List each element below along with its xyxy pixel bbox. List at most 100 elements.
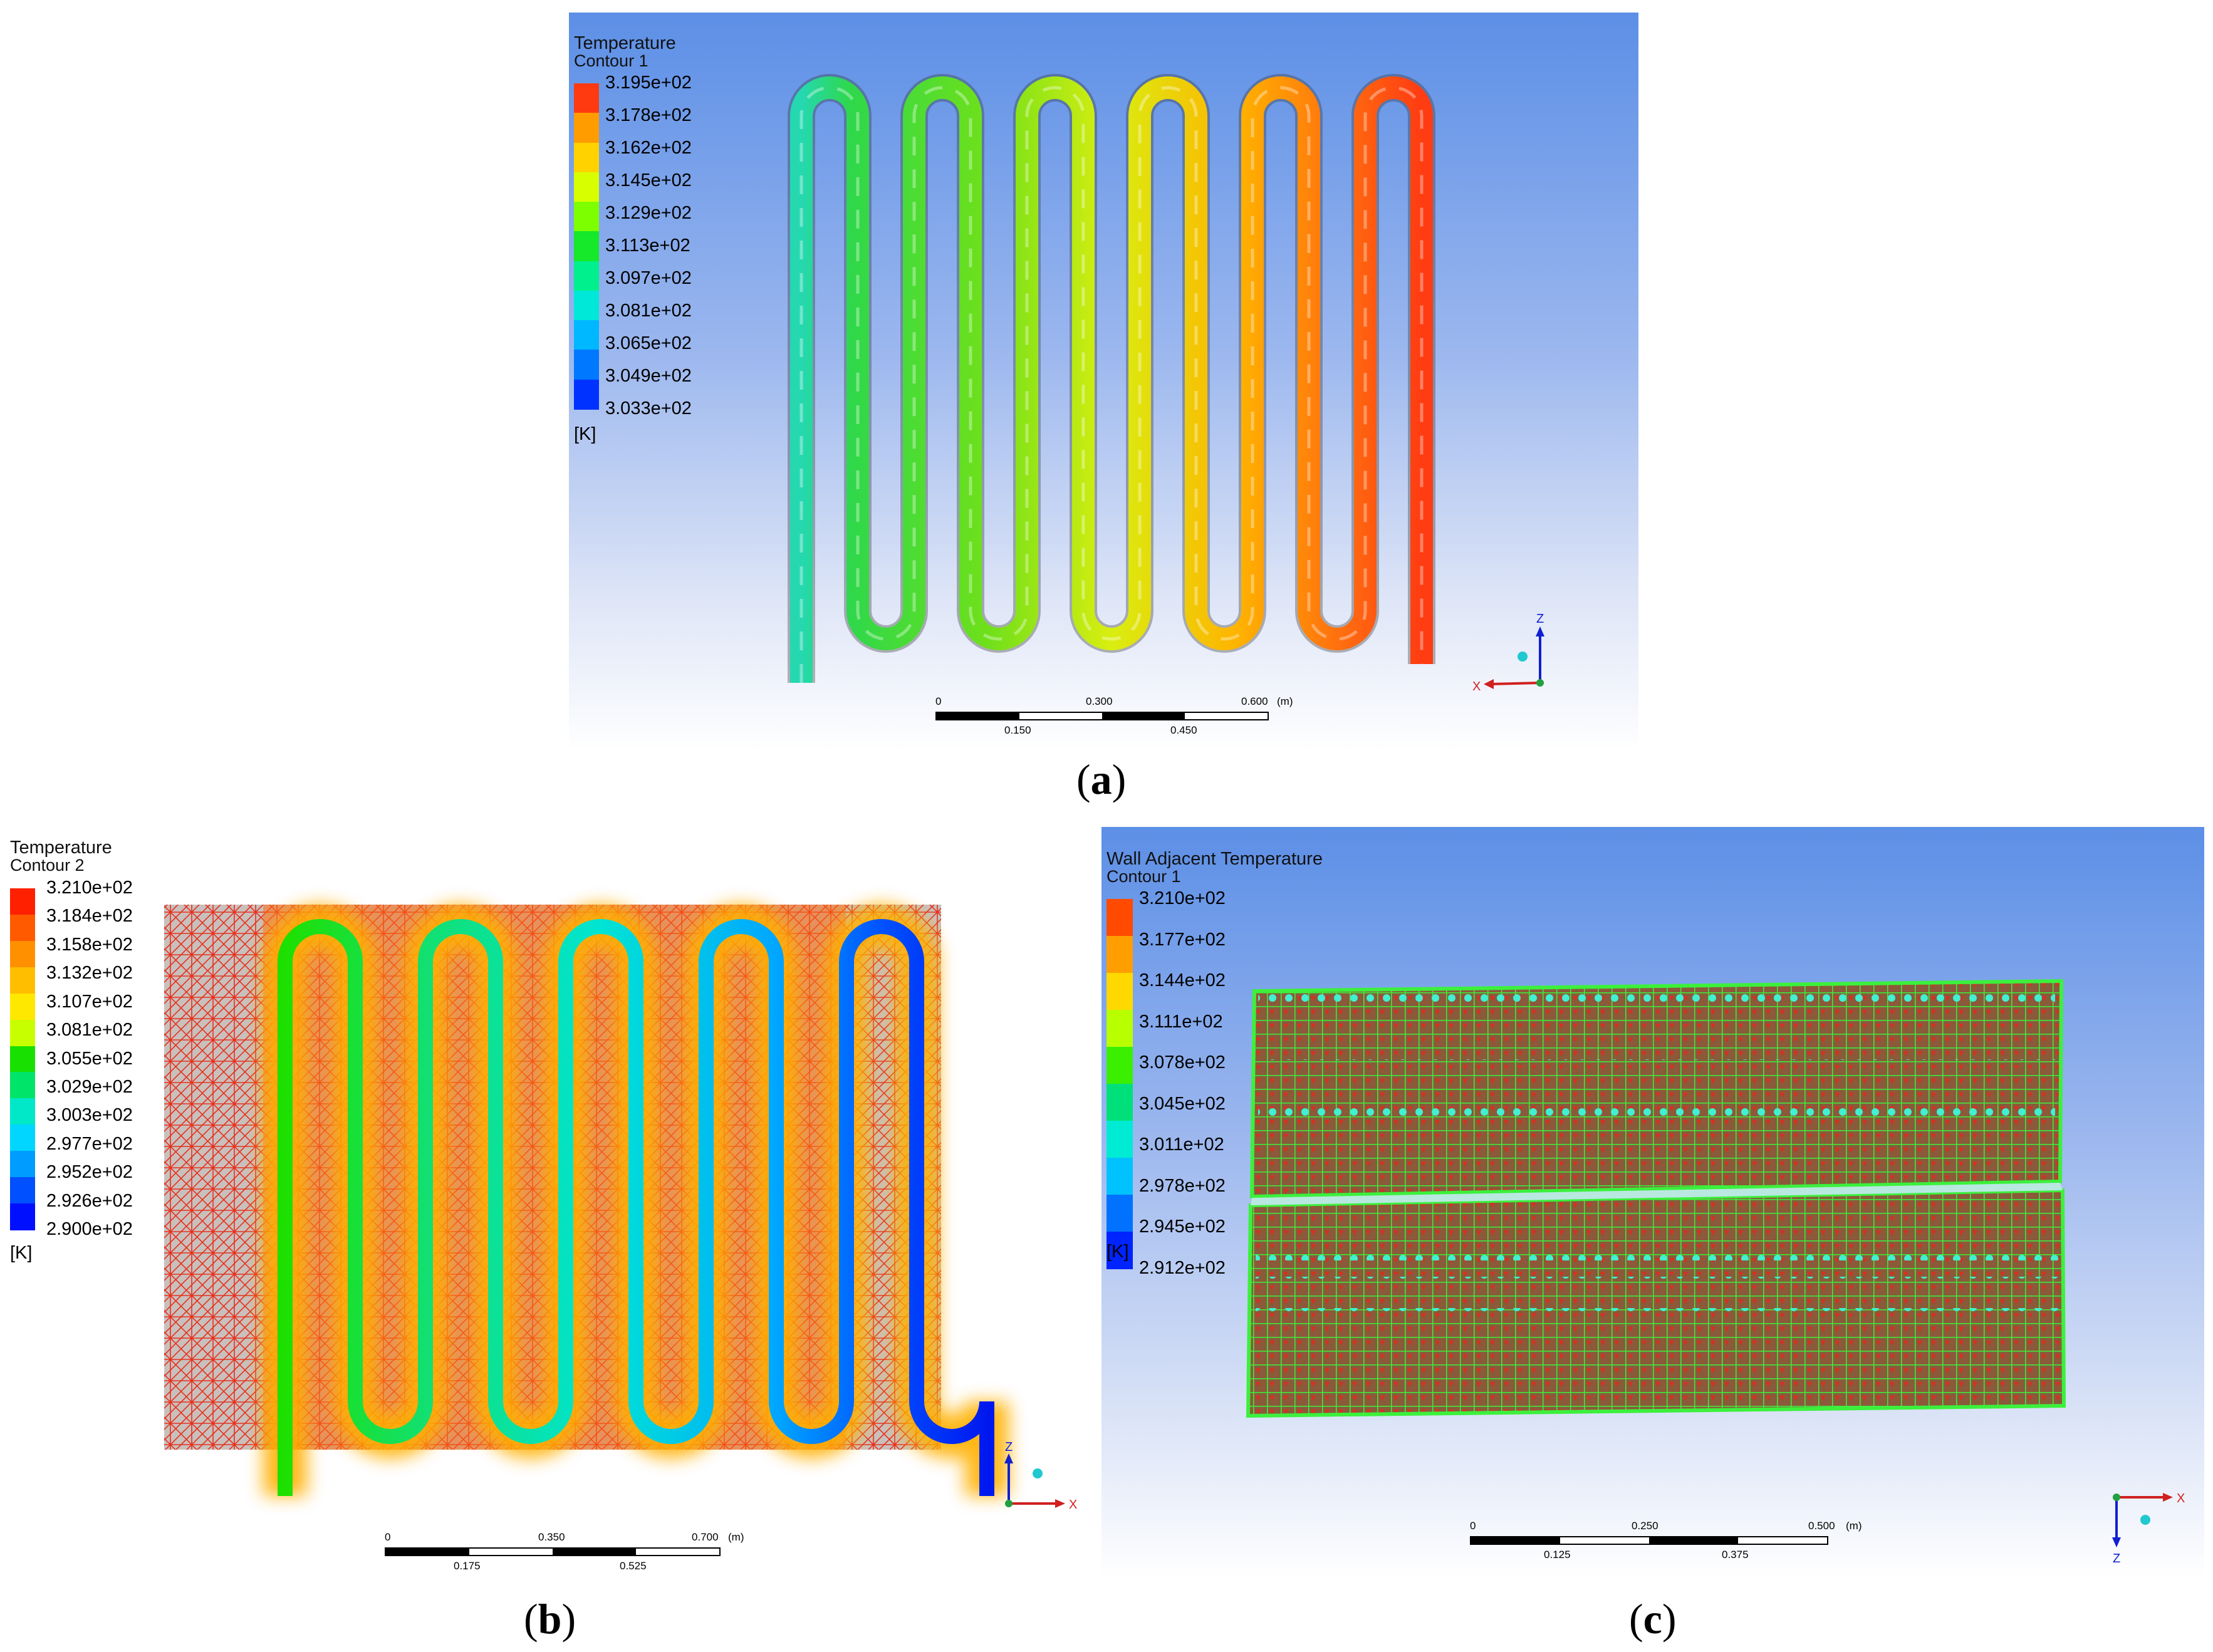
panel-a-serpentine-pipe [788, 74, 1435, 683]
panel-a-legend-subtitle: Contour 1 [574, 51, 648, 70]
colorbar-tick-label: 3.033e+02 [605, 398, 692, 418]
colorbar-segment [10, 940, 35, 968]
colorbar-segment [10, 1098, 35, 1126]
colorbar-segment [574, 290, 599, 321]
colorbar-segment [10, 914, 35, 942]
colorbar-segment [574, 320, 599, 351]
panel-a-scale-tick: 0.150 [1004, 724, 1031, 736]
panel-b-legend-title: Temperature [10, 838, 112, 858]
panel-c-wall-mesh [1246, 979, 2066, 1418]
colorbar-tick-label: 3.065e+02 [605, 333, 692, 353]
panel-a-scale-tick: 0.450 [1170, 724, 1197, 736]
panel-b-scale-unit: (m) [728, 1531, 744, 1543]
colorbar-tick-label: 3.158e+02 [46, 934, 133, 955]
colorbar-tick-label: 3.107e+02 [46, 991, 133, 1012]
colorbar-segment [1106, 1084, 1133, 1121]
panel-a-scale-bar-graphic [935, 712, 1269, 720]
colorbar-tick-label: 2.952e+02 [46, 1162, 133, 1183]
colorbar-segment [10, 888, 35, 915]
colorbar-segment [10, 1151, 35, 1178]
colorbar-segment [10, 967, 35, 994]
colorbar-tick-label: 3.055e+02 [46, 1048, 133, 1069]
colorbar-segment [10, 1072, 35, 1099]
colorbar-segment [574, 83, 599, 114]
panel-b-caption: (b) [524, 1595, 576, 1643]
panel-b-legend-subtitle: Contour 2 [10, 856, 85, 875]
panel-a: Temperature Contour 1 3.195e+02 3.178e+02… [569, 13, 1638, 752]
panel-c-scale-bar-graphic [1470, 1536, 1828, 1545]
panel-c-legend-subtitle: Contour 1 [1106, 867, 1181, 886]
colorbar-tick-label: 3.144e+02 [1139, 970, 1226, 991]
panel-c-scale-tick: 0 [1470, 1520, 1476, 1532]
panel-b-colorbar [10, 888, 35, 1230]
panel-c: Wall Adjacent Temperature Contour 1 3.21… [1101, 827, 2204, 1579]
colorbar-segment [1106, 1121, 1133, 1158]
colorbar-tick-label: 3.003e+02 [46, 1105, 133, 1126]
panel-c-legend-title: Wall Adjacent Temperature [1106, 849, 1323, 869]
panel-a-colorbar [574, 83, 599, 410]
colorbar-tick-label: 3.162e+02 [605, 138, 692, 158]
panel-c-legend: Wall Adjacent Temperature Contour 1 [1106, 849, 1323, 885]
colorbar-segment [574, 113, 599, 143]
colorbar-segment [1106, 899, 1133, 937]
colorbar-tick-label: 2.945e+02 [1139, 1217, 1226, 1237]
panel-a-unit: [K] [574, 424, 596, 444]
panel-c-colorbar [1106, 899, 1133, 1269]
colorbar-tick-label: 2.978e+02 [1139, 1175, 1226, 1196]
panel-c-scale-bar: 0 0.250 0.500 (m) 0.125 0.375 [1470, 1520, 1871, 1570]
panel-c-caption: (c) [1629, 1595, 1677, 1643]
panel-a-caption: (a) [1076, 756, 1127, 803]
panel-a-scale-tick: 0.300 [1086, 695, 1113, 707]
colorbar-tick-label: 3.184e+02 [46, 906, 133, 927]
colorbar-tick-label: 3.177e+02 [1139, 929, 1226, 950]
panel-c-unit: [K] [1106, 1242, 1129, 1262]
panel-c-axis-triad-icon: Z X [2112, 1492, 2185, 1566]
colorbar-segment [574, 379, 599, 410]
colorbar-segment [1106, 1232, 1133, 1269]
colorbar-tick-label: 3.210e+02 [1139, 888, 1226, 908]
colorbar-tick-label: 3.097e+02 [605, 268, 692, 288]
colorbar-segment [1106, 1010, 1133, 1047]
panel-b-axis-z-label: Z [1005, 1441, 1013, 1454]
panel-a-axis-z-label: Z [1536, 614, 1544, 626]
colorbar-segment [574, 350, 599, 380]
panel-c-scale-unit: (m) [1846, 1520, 1862, 1532]
panel-b-axis-triad-icon: Z X [1004, 1441, 1077, 1512]
colorbar-segment [10, 1203, 35, 1230]
panel-b-unit: [K] [10, 1243, 33, 1263]
colorbar-segment [1106, 1195, 1133, 1232]
panel-b-axis-x-label: X [1069, 1498, 1077, 1512]
panel-c-scale-tick: 0.250 [1632, 1520, 1658, 1532]
colorbar-tick-label: 3.111e+02 [1139, 1011, 1223, 1032]
colorbar-segment [574, 231, 599, 262]
colorbar-segment [574, 261, 599, 291]
panel-a-legend: Temperature Contour 1 [574, 34, 676, 70]
colorbar-tick-label: 3.178e+02 [605, 105, 692, 125]
colorbar-tick-label: 3.145e+02 [605, 170, 692, 190]
panel-b-scale-bar-graphic [385, 1547, 721, 1556]
panel-a-axis-triad-icon: Z X [1472, 614, 1544, 694]
colorbar-tick-label: 3.081e+02 [605, 301, 692, 321]
colorbar-segment [1106, 973, 1133, 1010]
colorbar-tick-label: 3.011e+02 [1139, 1135, 1224, 1155]
colorbar-tick-label: 3.113e+02 [605, 236, 690, 256]
panel-a-scale-tick: 0 [935, 695, 942, 707]
panel-b-scale-tick: 0.350 [538, 1531, 565, 1543]
colorbar-tick-label: 3.081e+02 [46, 1020, 133, 1041]
panel-b-legend: Temperature Contour 2 [10, 838, 112, 874]
colorbar-segment [1106, 1047, 1133, 1084]
panel-c-axis-z-label: Z [2113, 1552, 2120, 1566]
colorbar-segment [10, 993, 35, 1021]
colorbar-tick-label: 3.210e+02 [46, 878, 133, 898]
panel-a-axis-x-label: X [1472, 680, 1481, 694]
colorbar-segment [1106, 936, 1133, 974]
panel-c-axis-x-label: X [2177, 1492, 2185, 1505]
colorbar-segment [574, 172, 599, 203]
colorbar-segment [574, 142, 599, 173]
colorbar-segment [10, 1046, 35, 1073]
colorbar-tick-label: 3.049e+02 [605, 366, 692, 386]
colorbar-tick-label: 2.926e+02 [46, 1190, 133, 1211]
panel-a-legend-title: Temperature [574, 33, 676, 53]
colorbar-tick-label: 2.912e+02 [1139, 1258, 1226, 1278]
panel-b-scale-tick: 0.175 [454, 1560, 481, 1572]
